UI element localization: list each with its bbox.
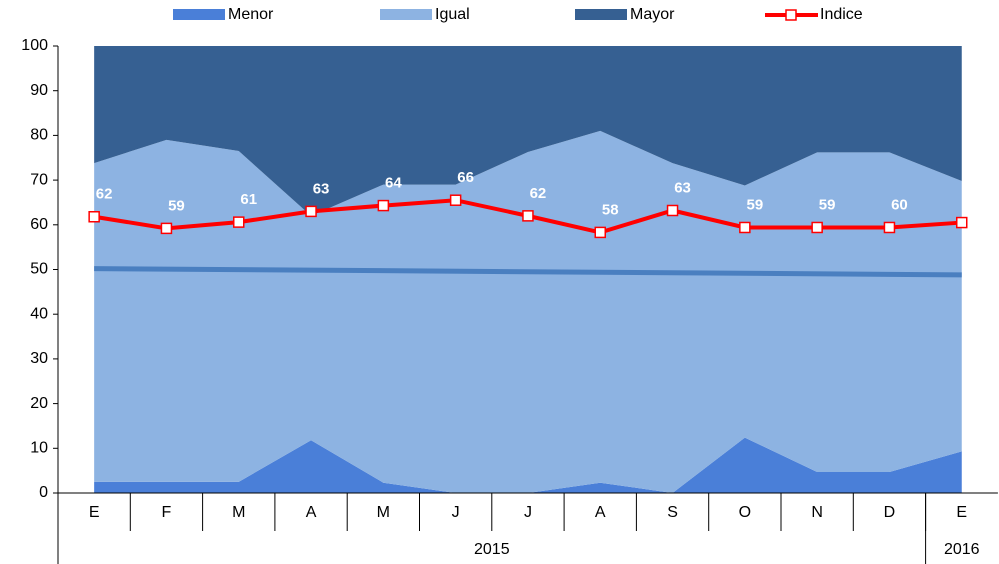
data-label: 62	[530, 185, 547, 202]
data-label: 63	[674, 179, 691, 196]
y-tick-label: 0	[39, 484, 48, 501]
x-tick-label: S	[667, 504, 678, 521]
y-tick-label: 90	[30, 82, 48, 99]
legend-marker	[785, 9, 797, 21]
area	[94, 46, 962, 216]
x-tick-label: F	[162, 504, 172, 521]
y-tick-label: 30	[30, 350, 48, 367]
data-label: 59	[168, 197, 185, 214]
area	[94, 130, 962, 493]
x-tick-label: J	[524, 504, 532, 521]
index-marker	[88, 211, 100, 223]
area	[94, 437, 962, 493]
data-label: 66	[457, 169, 474, 186]
legend-swatch	[575, 9, 627, 20]
x-tick-label: E	[89, 504, 100, 521]
data-label: 60	[891, 196, 908, 213]
y-tick-label: 10	[30, 440, 48, 457]
legend-label: Mayor	[630, 6, 675, 23]
y-tick-label: 70	[30, 171, 48, 188]
x-tick-label: D	[884, 504, 896, 521]
legend-swatch	[380, 9, 432, 20]
y-tick-label: 20	[30, 395, 48, 412]
data-label: 59	[747, 196, 764, 213]
x-tick-label: O	[739, 504, 751, 521]
index-marker	[305, 205, 317, 218]
legend-label: Indice	[820, 6, 863, 23]
x-tick-label: A	[595, 504, 606, 521]
index-marker	[739, 221, 751, 234]
legend-label: Igual	[435, 6, 470, 23]
x-tick-label: N	[811, 504, 823, 521]
data-label: 62	[96, 186, 113, 203]
x-tick-label: J	[452, 504, 460, 521]
x-tick-label: A	[306, 504, 317, 521]
data-label: 58	[602, 201, 619, 218]
y-tick-label: 60	[30, 216, 48, 233]
index-marker	[666, 204, 679, 217]
y-tick-label: 40	[30, 305, 48, 322]
index-marker	[233, 216, 245, 228]
trend-line	[94, 266, 962, 278]
legend-label: Menor	[228, 6, 274, 23]
x-tick-label: E	[956, 504, 967, 521]
data-label: 63	[313, 180, 330, 197]
index-marker	[956, 216, 968, 229]
index-marker	[811, 221, 823, 234]
index-marker	[377, 199, 390, 212]
legend-swatch	[173, 9, 225, 20]
data-label: 61	[240, 191, 257, 208]
group-label: 2016	[944, 541, 980, 558]
data-label: 59	[819, 196, 836, 213]
x-tick-label: M	[232, 504, 245, 521]
y-tick-label: 50	[30, 261, 48, 278]
y-tick-label: 80	[30, 127, 48, 144]
index-marker	[522, 210, 534, 222]
group-label: 2015	[474, 541, 510, 558]
index-marker	[160, 222, 173, 235]
index-marker	[594, 226, 606, 239]
index-marker	[449, 194, 462, 206]
data-label: 64	[385, 175, 402, 192]
index-marker	[883, 221, 896, 234]
x-tick-label: M	[377, 504, 390, 521]
data-label: 60	[963, 192, 980, 209]
y-tick-label: 100	[21, 37, 48, 54]
